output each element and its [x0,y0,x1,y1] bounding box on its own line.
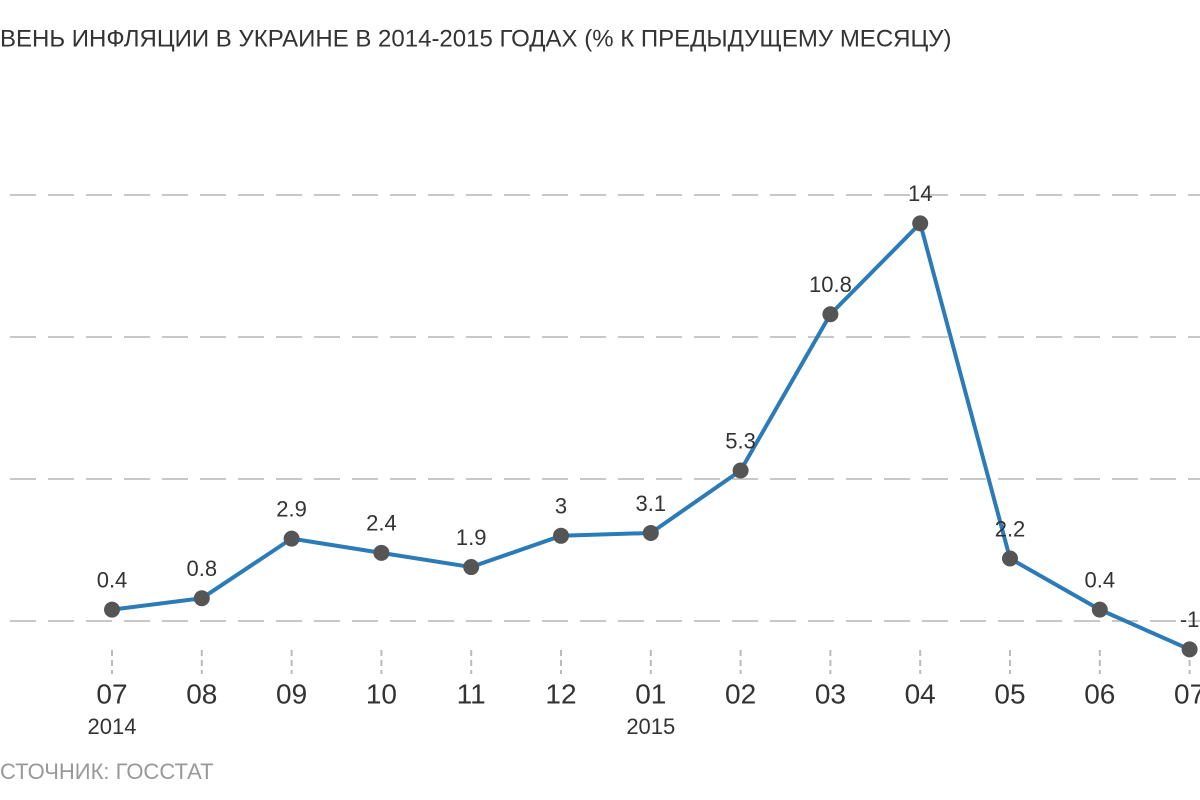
value-label: 3 [555,494,567,519]
marker [822,306,839,323]
marker [1091,601,1108,618]
value-label: 1.9 [456,525,487,550]
value-label: 0.4 [97,567,128,592]
x-tick-label: 11 [457,678,486,709]
marker [373,544,390,561]
marker [193,590,210,607]
x-tick-label: 04 [905,678,936,709]
marker [1181,641,1198,658]
value-label: 2.4 [366,511,397,536]
marker [104,601,120,618]
marker [912,215,929,232]
x-tick-label: 01 [635,678,666,709]
chart-title: ВЕНЬ ИНФЛЯЦИИ В УКРАИНЕ В 2014-2015 ГОДА… [0,25,951,52]
marker [283,530,300,547]
x-tick-label: 07 [96,678,127,709]
value-label: 0.8 [187,556,218,581]
x-tick-label: 07 [1174,678,1200,709]
x-tick-label: 10 [366,678,397,709]
x-tick-label: 03 [815,678,846,709]
value-label: 2.9 [276,496,307,521]
source: СТОЧНИК: ГОССТАТ [0,759,214,784]
x-tick-label: 08 [186,678,217,709]
x-tick-label: 06 [1084,678,1115,709]
line [111,221,1191,652]
value-label: 10.8 [809,272,852,297]
marker [463,559,480,576]
marker [1002,550,1018,567]
x-tick-label: 12 [545,678,576,709]
x-tick-label: 09 [276,678,307,709]
marker [642,524,659,541]
value-label: 2.2 [995,516,1026,541]
marker [732,462,749,479]
x-tick-label: 02 [725,678,756,709]
marker [553,527,569,544]
year-label: 2014 [88,714,137,739]
value-label: 3.1 [636,491,667,516]
year-label: 2015 [626,714,675,739]
value-label: 5.3 [725,428,756,453]
value-label: 14 [908,181,932,206]
x-tick-label: 05 [994,678,1025,709]
value-label: -1 [1180,607,1200,632]
value-label: 0.4 [1085,567,1116,592]
